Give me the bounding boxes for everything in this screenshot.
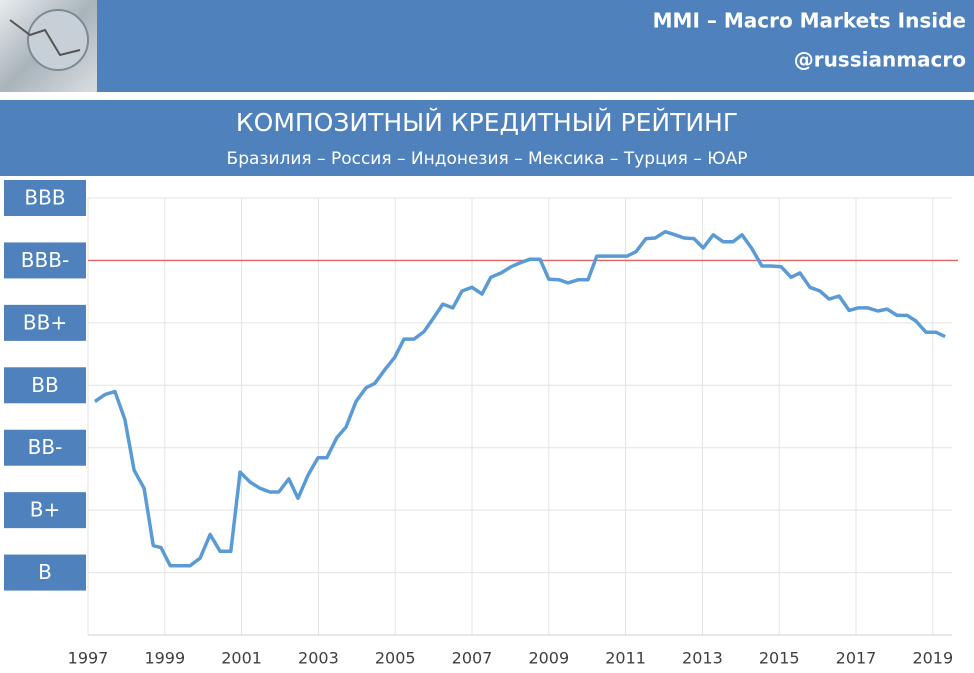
y-tick-box: [4, 492, 86, 529]
y-tick-box: [4, 367, 86, 404]
x-tick-label: 2015: [759, 649, 800, 668]
x-tick-label: 2011: [605, 649, 646, 668]
y-tick-box: [4, 554, 86, 591]
y-tick-label: BB-: [28, 435, 63, 459]
title-band: [0, 100, 974, 176]
x-tick-label: 1997: [68, 649, 109, 668]
x-tick-label: 2005: [375, 649, 416, 668]
x-tick-label: 2019: [912, 649, 953, 668]
x-tick-label: 2013: [682, 649, 723, 668]
y-tick-box: [4, 304, 86, 341]
handle: @russianmacro: [794, 48, 966, 72]
y-tick-label: BB+: [23, 310, 67, 334]
x-tick-label: 2003: [298, 649, 339, 668]
y-tick-box: [4, 242, 86, 279]
y-tick-label: BB: [31, 373, 58, 397]
y-tick-label: BBB-: [21, 248, 69, 272]
header-image-line: [9, 19, 81, 57]
y-tick-label: B+: [30, 498, 60, 522]
x-tick-label: 1999: [144, 649, 185, 668]
y-tick-box: [4, 180, 86, 216]
y-tick-label: BBB: [24, 186, 65, 210]
x-tick-label: 2007: [452, 649, 493, 668]
y-tick-box: [4, 429, 86, 466]
brand: MMI – Macro Markets Inside: [653, 9, 966, 33]
chart-subtitle: Бразилия – Россия – Индонезия – Мексика …: [227, 149, 748, 169]
x-tick-label: 2017: [836, 649, 877, 668]
x-tick-label: 2001: [221, 649, 262, 668]
x-tick-label: 2009: [528, 649, 569, 668]
y-tick-label: B: [38, 560, 52, 584]
data-line: [93, 229, 946, 568]
chart-title: КОМПОЗИТНЫЙ КРЕДИТНЫЙ РЕЙТИНГ: [236, 108, 738, 137]
header-image-lens: [27, 9, 89, 71]
header-band: [0, 0, 974, 92]
